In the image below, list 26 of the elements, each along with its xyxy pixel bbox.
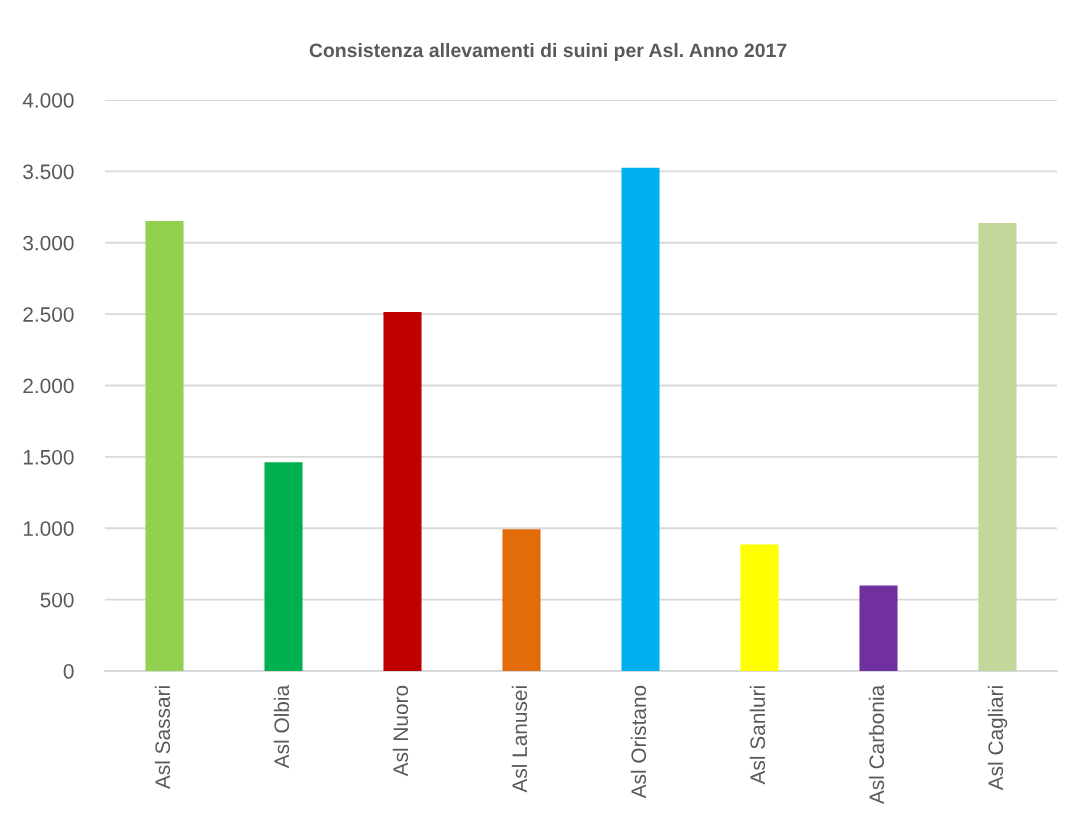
- bar: [145, 221, 184, 671]
- bar: [859, 585, 898, 671]
- x-tick-label: Asl Sassari: [154, 686, 171, 790]
- x-tick-label: Asl Nuoro: [392, 685, 409, 777]
- x-tick-label: Asl Oristano: [630, 685, 647, 799]
- x-tick-label: Asl Sanluri: [749, 686, 766, 785]
- bar: [502, 529, 541, 671]
- bar: [978, 223, 1017, 671]
- bar: [383, 311, 422, 671]
- y-tick-label: 1.000: [23, 521, 74, 536]
- bar: [621, 167, 660, 671]
- y-tick-label: 1.500: [23, 449, 74, 465]
- y-tick-label: 3.500: [23, 164, 74, 180]
- x-tick-label: Asl Cagliari: [987, 686, 1008, 791]
- bar: [264, 462, 303, 671]
- y-tick-label: 0: [63, 664, 74, 679]
- y-tick-label: 2.500: [23, 307, 74, 322]
- y-tick-label: 3.000: [23, 235, 74, 251]
- y-tick-label: 2.000: [23, 378, 74, 394]
- chart-title: Consistenza allevamenti di suini per Asl. Anno 2017: [309, 42, 787, 62]
- x-tick-label: Asl Carbonia: [868, 684, 885, 805]
- y-tick-label: 4.000: [22, 93, 74, 108]
- x-tick-label: Asl Olbia: [273, 684, 290, 769]
- y-tick-label: 500: [40, 592, 74, 608]
- x-tick-label: Asl Lanusei: [511, 686, 528, 793]
- bar: [740, 544, 779, 671]
